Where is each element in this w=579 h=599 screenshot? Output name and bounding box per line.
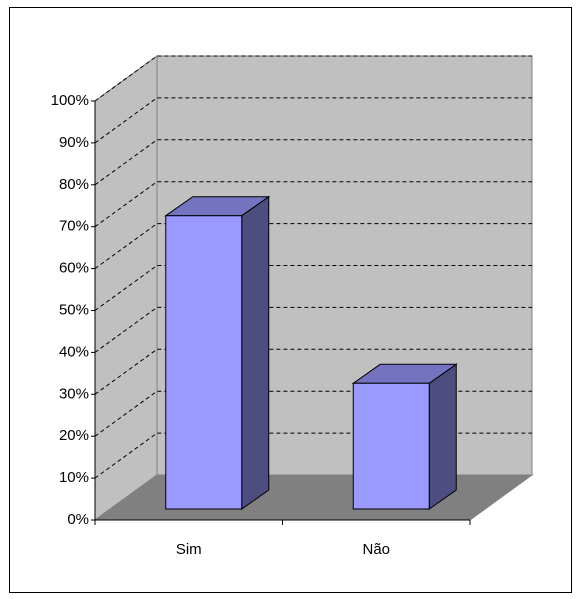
floor — [93, 474, 534, 521]
y-tick-label: 50% — [59, 301, 89, 318]
bar-side — [241, 195, 270, 510]
bar-side — [428, 363, 457, 510]
bar — [351, 363, 458, 510]
bar-front — [165, 215, 243, 510]
x-tick-label: Sim — [176, 541, 202, 558]
y-tick-label: 10% — [59, 469, 89, 486]
y-tick-label: 100% — [51, 92, 89, 109]
y-tick-label: 70% — [59, 218, 89, 235]
y-tick-label: 20% — [59, 427, 89, 444]
bar — [164, 195, 271, 510]
y-tick-label: 0% — [67, 511, 89, 528]
bar-front — [352, 382, 430, 510]
y-tick-label: 60% — [59, 260, 89, 277]
y-tick-label: 40% — [59, 343, 89, 360]
y-tick-label: 90% — [59, 134, 89, 151]
y-tick-label: 30% — [59, 385, 89, 402]
x-tick-label: Não — [362, 541, 390, 558]
y-tick-label: 80% — [59, 176, 89, 193]
